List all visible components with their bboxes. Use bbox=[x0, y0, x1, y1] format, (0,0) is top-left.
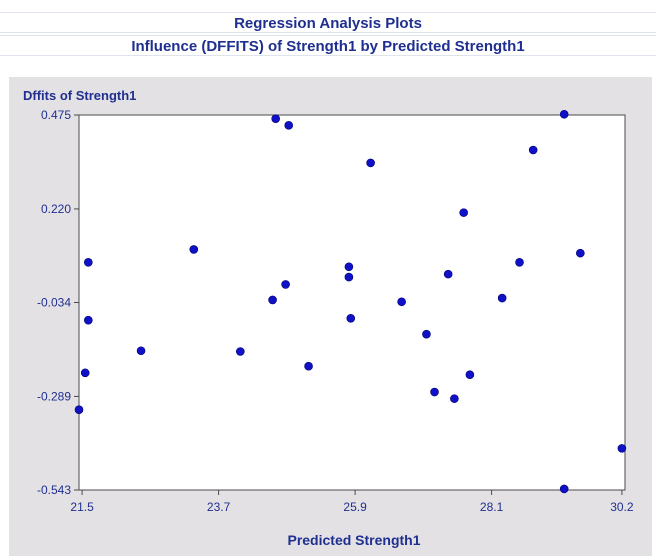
data-point bbox=[84, 258, 93, 267]
y-tick-label: -0.289 bbox=[37, 389, 71, 403]
data-point bbox=[617, 444, 627, 453]
data-point bbox=[497, 293, 507, 303]
data-point bbox=[74, 405, 84, 414]
data-points bbox=[74, 109, 627, 494]
data-point bbox=[268, 295, 277, 305]
data-point bbox=[559, 109, 569, 119]
data-point bbox=[136, 346, 146, 356]
y-tick-label: 0.475 bbox=[41, 108, 71, 122]
plot-area bbox=[78, 114, 626, 491]
scatter-plot: Dffits of Strength1 Predicted Strength1 … bbox=[23, 88, 634, 548]
chart-panel: Dffits of Strength1 Predicted Strength1 … bbox=[9, 77, 652, 556]
y-tick-label: -0.543 bbox=[37, 483, 71, 497]
y-tick-label: 0.220 bbox=[41, 202, 71, 216]
data-point bbox=[559, 484, 569, 494]
x-tick-label: 21.5 bbox=[70, 500, 94, 514]
data-point bbox=[515, 258, 524, 267]
data-point bbox=[450, 394, 459, 403]
data-point bbox=[284, 121, 294, 130]
data-point bbox=[576, 248, 585, 258]
data-point bbox=[80, 368, 90, 378]
data-point bbox=[281, 280, 290, 289]
data-point bbox=[189, 245, 199, 254]
data-point bbox=[236, 347, 245, 356]
data-point bbox=[459, 208, 468, 217]
data-point bbox=[528, 145, 538, 155]
data-point bbox=[443, 269, 453, 279]
data-point bbox=[304, 361, 313, 371]
x-tick-label: 23.7 bbox=[207, 500, 231, 514]
data-point bbox=[422, 329, 431, 339]
data-point bbox=[344, 272, 354, 282]
data-point bbox=[84, 315, 93, 325]
data-point bbox=[346, 314, 356, 323]
chart-title: Regression Analysis Plots bbox=[0, 12, 656, 33]
x-tick-label: 30.2 bbox=[610, 500, 634, 514]
y-tick-label: -0.034 bbox=[37, 296, 71, 310]
x-tick-label: 25.9 bbox=[343, 500, 367, 514]
data-point bbox=[271, 114, 280, 123]
data-point bbox=[344, 262, 354, 272]
x-tick-label: 28.1 bbox=[480, 500, 504, 514]
x-axis-label: Predicted Strength1 bbox=[287, 532, 420, 548]
axis-ticks: 0.475 0.220 -0.034 -0.289 -0.543 21.5 23.7 25.9… bbox=[37, 108, 634, 514]
data-point bbox=[397, 297, 406, 307]
data-point bbox=[430, 387, 439, 397]
y-axis-label: Dffits of Strength1 bbox=[23, 88, 136, 103]
data-point bbox=[465, 370, 475, 380]
chart-subtitle: Influence (DFFITS) of Strength1 by Predi… bbox=[0, 35, 656, 56]
data-point bbox=[366, 158, 375, 168]
